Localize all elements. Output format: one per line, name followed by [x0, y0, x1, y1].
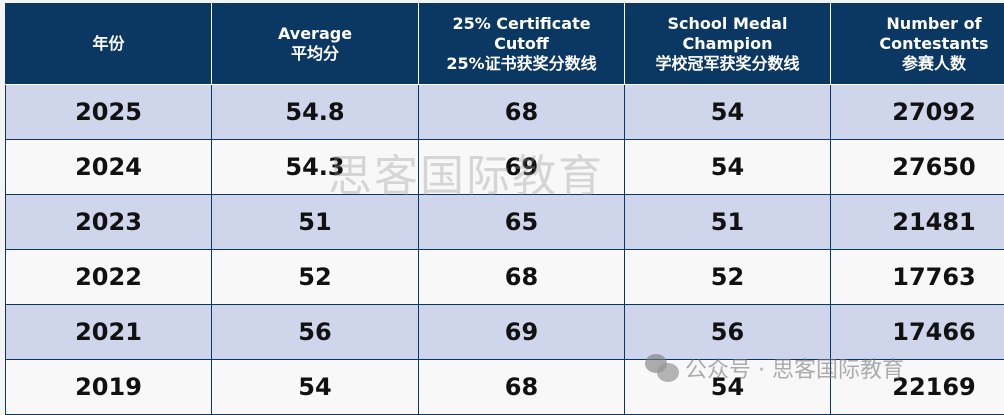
- table-cell: 27092: [831, 85, 1004, 140]
- table-cell: 56: [212, 305, 419, 360]
- column-header: 年份: [6, 3, 212, 85]
- table-cell: 69: [419, 305, 625, 360]
- table-cell: 68: [419, 250, 625, 305]
- table-cell: 54.8: [212, 85, 419, 140]
- table-cell: 2022: [6, 250, 212, 305]
- column-header-line: School Medal: [629, 14, 826, 34]
- table-cell: 17763: [831, 250, 1004, 305]
- table-cell: 54: [625, 140, 831, 195]
- column-header-line: 参赛人数: [835, 54, 1004, 74]
- table-cell: 17466: [831, 305, 1004, 360]
- column-header-line: Contestants: [835, 34, 1004, 54]
- column-header-line: Cutoff: [423, 34, 620, 54]
- table-cell: 21481: [831, 195, 1004, 250]
- column-header-line: 25%证书获奖分数线: [423, 54, 620, 74]
- table-cell: 69: [419, 140, 625, 195]
- column-header-line: Average: [216, 24, 414, 44]
- column-header-line: Champion: [629, 34, 826, 54]
- table-cell: 52: [212, 250, 419, 305]
- table-cell: 2021: [6, 305, 212, 360]
- table-cell: 68: [419, 85, 625, 140]
- column-header-line: 25% Certificate: [423, 14, 620, 34]
- column-header-line: 平均分: [216, 44, 414, 64]
- table-cell: 56: [625, 305, 831, 360]
- table-cell: 22169: [831, 360, 1004, 415]
- table-cell: 51: [625, 195, 831, 250]
- column-header-line: 学校冠军获奖分数线: [629, 54, 826, 74]
- column-header-line: Number of: [835, 14, 1004, 34]
- table-cell: 68: [419, 360, 625, 415]
- table-cell: 2019: [6, 360, 212, 415]
- table-cell: 52: [625, 250, 831, 305]
- column-header-line: 年份: [10, 34, 207, 54]
- table-cell: 2023: [6, 195, 212, 250]
- table-cell: 54.3: [212, 140, 419, 195]
- table-cell: 2025: [6, 85, 212, 140]
- table-cell: 2024: [6, 140, 212, 195]
- table-cell: 54: [625, 85, 831, 140]
- table-cell: 27650: [831, 140, 1004, 195]
- table-cell: 54: [625, 360, 831, 415]
- table-cell: 54: [212, 360, 419, 415]
- table-cell: 51: [212, 195, 419, 250]
- table-cell: 65: [419, 195, 625, 250]
